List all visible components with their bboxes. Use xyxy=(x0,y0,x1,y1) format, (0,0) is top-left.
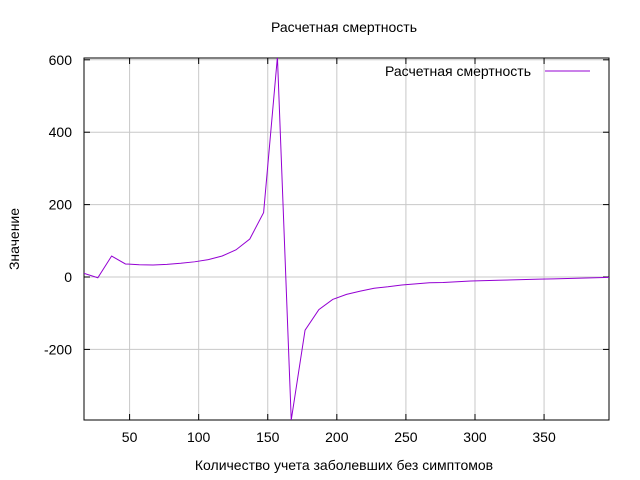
x-tick-label: 200 xyxy=(325,429,349,445)
x-tick-label: 50 xyxy=(122,429,138,445)
chart-title: Расчетная смертность xyxy=(271,19,417,35)
x-tick-label: 150 xyxy=(256,429,280,445)
x-tick-labels: 50 100 150 200 250 300 350 xyxy=(122,429,556,445)
legend-label: Расчетная смертность xyxy=(385,63,531,79)
y-tick-label: 200 xyxy=(49,197,73,213)
y-tick-labels: -200 0 200 400 600 xyxy=(44,52,72,358)
y-tick-label: -200 xyxy=(44,341,72,357)
series-group xyxy=(84,58,609,420)
x-tick-label: 350 xyxy=(532,429,556,445)
y-tick-label: 400 xyxy=(49,124,73,140)
y-axis-label: Значение xyxy=(6,208,22,270)
grid xyxy=(84,58,609,420)
x-tick-label: 300 xyxy=(463,429,487,445)
y-tick-label: 0 xyxy=(64,269,72,285)
series-line xyxy=(84,58,609,420)
x-axis-label: Количество учета заболевших без симптомо… xyxy=(195,457,493,473)
y-tick-label: 600 xyxy=(49,52,73,68)
ticks xyxy=(84,58,609,420)
plot-frame xyxy=(83,57,610,421)
x-tick-label: 100 xyxy=(187,429,211,445)
legend: Расчетная смертность xyxy=(385,63,590,79)
x-tick-label: 250 xyxy=(394,429,418,445)
